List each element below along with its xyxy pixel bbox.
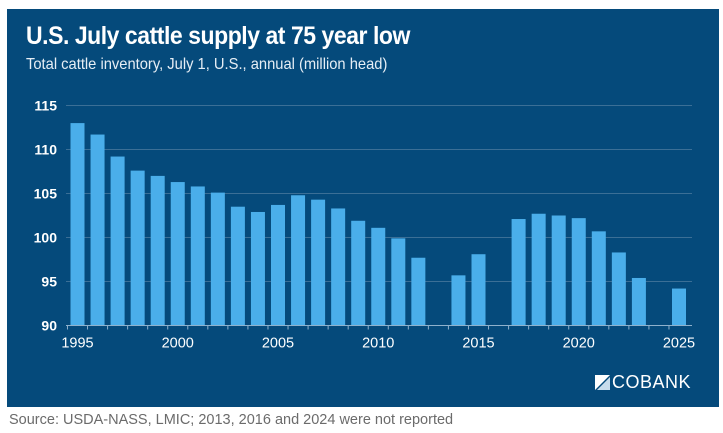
bar-2007 [311, 199, 326, 326]
x-tick-label: 1995 [61, 336, 93, 352]
y-tick-label: 115 [34, 98, 57, 114]
bar-2014 [451, 275, 466, 326]
bar-1996 [90, 134, 105, 326]
bar-2017 [511, 219, 526, 326]
bar-2003 [230, 206, 245, 326]
bar-2006 [291, 195, 306, 326]
x-tick-label: 2005 [262, 336, 294, 352]
x-tick-label: 2010 [362, 336, 394, 352]
bar-1995 [70, 123, 85, 326]
logo-text: COBANK [612, 372, 692, 392]
y-tick-label: 110 [34, 142, 57, 158]
bar-1998 [130, 170, 145, 326]
bar-2018 [531, 213, 546, 326]
chart-panel [7, 9, 719, 407]
y-tick-label: 100 [34, 230, 58, 246]
y-axis-ticks: 90 95 100 105 110 115 [34, 98, 58, 334]
x-tick-label: 2015 [462, 336, 494, 352]
x-axis: 1995 2000 2005 2010 2015 2020 2025 [61, 325, 695, 352]
bar-2000 [170, 182, 185, 326]
bar-2002 [210, 192, 225, 326]
bars [70, 123, 686, 326]
bar-2010 [371, 227, 386, 326]
y-tick-label: 105 [34, 186, 58, 202]
x-tick-label: 2000 [162, 336, 194, 352]
bar-2023 [631, 277, 646, 326]
bar-2001 [190, 186, 205, 326]
bar-2020 [571, 218, 586, 326]
bar-2009 [351, 220, 366, 326]
bar-2021 [591, 231, 606, 326]
chart-subtitle: Total cattle inventory, July 1, U.S., an… [26, 56, 388, 73]
source-note: Source: USDA-NASS, LMIC; 2013, 2016 and … [9, 412, 454, 428]
bar-2005 [271, 204, 285, 326]
cobank-logo: COBANK [595, 372, 691, 393]
bar-2012 [411, 257, 426, 326]
bar-1999 [150, 175, 165, 326]
y-tick-label: 90 [41, 318, 57, 334]
bar-2025 [672, 288, 686, 326]
x-tick-label: 2020 [563, 336, 595, 352]
x-tick-label: 2025 [663, 336, 695, 352]
y-tick-label: 95 [41, 274, 57, 290]
bar-2019 [551, 215, 566, 326]
chart-title: U.S. July cattle supply at 75 year low [26, 22, 410, 50]
cobank-logo-icon [595, 375, 610, 390]
bar-2022 [611, 252, 626, 326]
bar-2011 [391, 238, 406, 326]
bar-1997 [110, 156, 125, 326]
bar-2008 [331, 208, 346, 326]
bar-2015 [471, 254, 486, 326]
gridlines [66, 105, 692, 282]
bar-2004 [250, 211, 265, 326]
